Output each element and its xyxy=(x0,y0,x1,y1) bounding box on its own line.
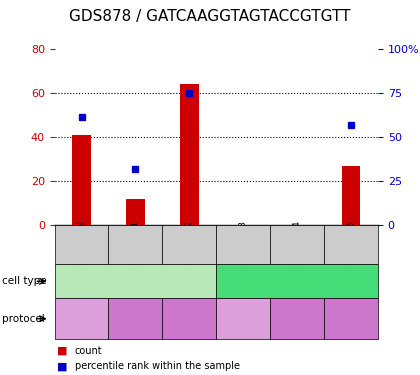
Text: nuclear
RNA: nuclear RNA xyxy=(283,309,312,328)
Bar xyxy=(126,199,145,225)
Text: ■: ■ xyxy=(57,345,67,355)
Text: total
RNA: total RNA xyxy=(234,309,252,328)
Text: post-nucle
ar RNA: post-nucle ar RNA xyxy=(169,309,210,328)
Text: BLK CL.4: BLK CL.4 xyxy=(111,276,160,286)
Bar xyxy=(180,84,199,225)
Text: cell type: cell type xyxy=(2,276,47,286)
Text: count: count xyxy=(75,345,102,355)
Text: percentile rank within the sample: percentile rank within the sample xyxy=(75,362,240,372)
Text: GSM17245: GSM17245 xyxy=(346,220,356,269)
Bar xyxy=(72,135,91,225)
Text: GSM17228: GSM17228 xyxy=(77,220,86,269)
Text: ■: ■ xyxy=(57,362,67,372)
Text: GSM17242: GSM17242 xyxy=(185,220,194,269)
Text: nuclear
RNA: nuclear RNA xyxy=(121,309,150,328)
Text: GSM17244: GSM17244 xyxy=(293,220,302,269)
Text: total
RNA: total RNA xyxy=(73,309,90,328)
Text: liver: liver xyxy=(285,276,310,286)
Text: GDS878 / GATCAAGGTAGTACCGTGTT: GDS878 / GATCAAGGTAGTACCGTGTT xyxy=(69,9,351,24)
Bar xyxy=(341,165,360,225)
Text: protocol: protocol xyxy=(2,314,45,324)
Text: post-nucle
ar RNA: post-nucle ar RNA xyxy=(331,309,371,328)
Text: GSM17241: GSM17241 xyxy=(131,220,140,269)
Text: GSM17243: GSM17243 xyxy=(239,220,248,269)
